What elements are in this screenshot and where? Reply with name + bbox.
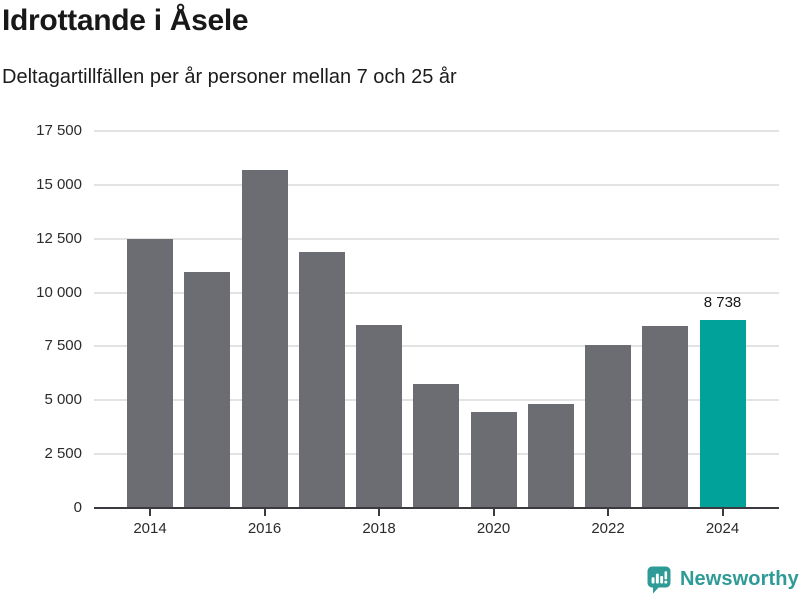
- newsworthy-brand-link[interactable]: Newsworthy: [645, 565, 799, 594]
- bar-2015: [184, 272, 231, 508]
- x-tick: [378, 509, 380, 516]
- y-tick-label: 0: [73, 499, 82, 516]
- x-tick: [607, 509, 609, 516]
- x-axis-line: [94, 507, 779, 509]
- plot-area: 2014 2016 2018 2020 2022 2024 8 738: [94, 130, 779, 537]
- bar-2022: [585, 345, 631, 508]
- page-title: Idrottande i Åsele: [2, 4, 249, 37]
- bar-chart-glyph: [651, 571, 668, 584]
- x-tick: [149, 509, 151, 516]
- x-tick-label: 2018: [362, 520, 396, 537]
- gridline: [94, 291, 779, 294]
- bar-2021: [527, 403, 574, 508]
- highlight-value-label: 8 738: [690, 293, 755, 312]
- y-tick-label: 10 000: [36, 283, 82, 301]
- x-tick-label: 2016: [247, 520, 282, 537]
- bar-2017: [298, 251, 345, 508]
- chart-subtitle: Deltagartillfällen per år personer mella…: [2, 66, 457, 88]
- bar-2016: [241, 169, 288, 508]
- gridline: [94, 130, 779, 132]
- y-tick-label: 7 500: [44, 337, 82, 355]
- x-tick-label: 2020: [476, 520, 511, 537]
- y-tick-label: 15 000: [36, 175, 82, 193]
- bar-2018: [356, 324, 402, 508]
- bar-2014: [127, 238, 173, 508]
- y-tick-label: 2 500: [44, 445, 82, 463]
- x-tick-label: 2014: [133, 520, 167, 537]
- gridline: [94, 183, 779, 186]
- y-tick-label: 5 000: [44, 391, 82, 409]
- bar-2019: [413, 384, 460, 508]
- gridline: [94, 237, 779, 240]
- x-tick-label: 2024: [705, 520, 740, 537]
- y-axis-labels: 0 2 500 5 000 7 500 10 000 12 500 15 000 17 500: [0, 122, 82, 516]
- x-tick: [492, 509, 495, 516]
- bar-2024: [699, 319, 746, 508]
- gridline: [94, 345, 779, 348]
- y-tick-label: 12 500: [36, 229, 82, 247]
- bar-2020: [470, 412, 517, 508]
- x-tick: [263, 509, 266, 516]
- x-tick-label: 2022: [591, 520, 625, 537]
- newsworthy-logo-icon: [647, 566, 671, 594]
- bar-2023: [642, 325, 689, 508]
- brand-name: Newsworthy: [680, 568, 799, 590]
- x-tick: [721, 509, 724, 516]
- y-tick-label: 17 500: [36, 122, 82, 139]
